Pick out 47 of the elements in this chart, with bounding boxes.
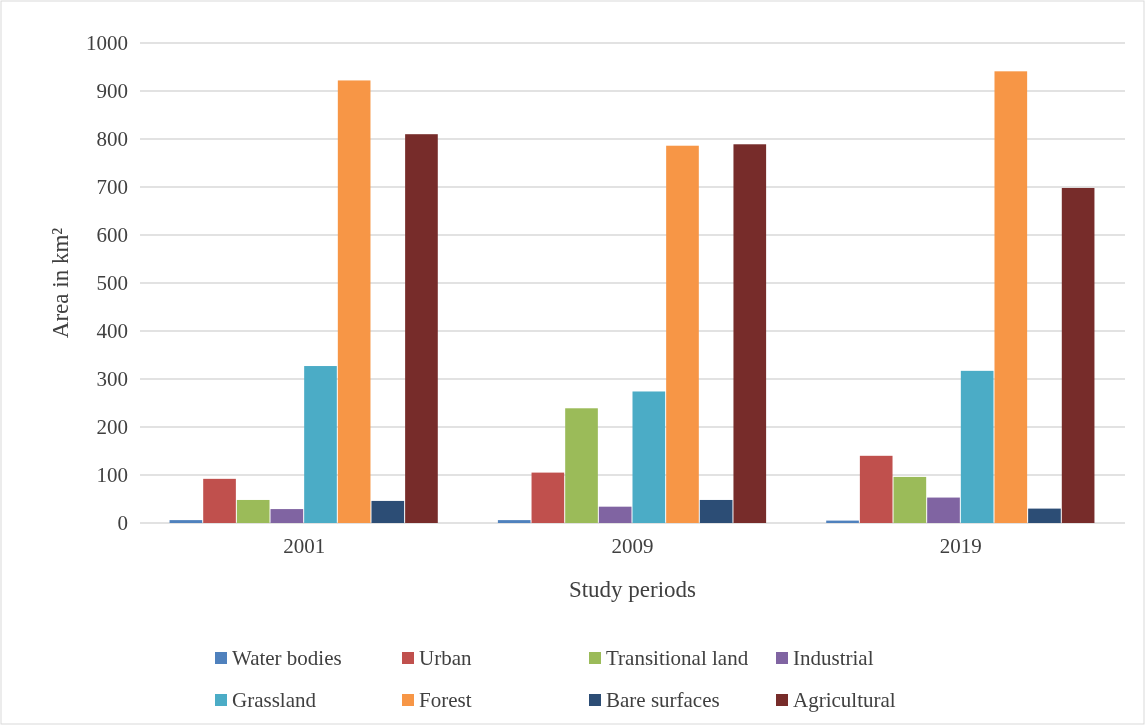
bar [236, 499, 270, 523]
bar [270, 509, 304, 523]
bar [699, 499, 733, 523]
y-tick-label: 800 [96, 127, 128, 152]
legend-label: Water bodies [232, 646, 342, 671]
bar [337, 80, 371, 523]
y-tick-label: 0 [117, 511, 128, 536]
y-tick-label: 300 [96, 367, 128, 392]
bar [960, 370, 994, 523]
bar [203, 478, 236, 523]
legend-label: Forest [419, 688, 472, 713]
bar [666, 145, 699, 523]
x-axis-title: Study periods [568, 577, 697, 602]
bar [169, 520, 203, 523]
bar [927, 497, 960, 523]
y-tick-label: 1000 [86, 31, 128, 56]
bar [497, 520, 531, 523]
bar [565, 408, 598, 523]
bar [994, 71, 1028, 523]
y-tick-label: 700 [96, 175, 128, 200]
bar [1028, 508, 1061, 523]
y-tick-label: 200 [96, 415, 128, 440]
y-tick-label: 400 [96, 319, 128, 344]
x-tick-label: 2019 [939, 534, 982, 558]
legend-label: Bare surfaces [606, 688, 720, 713]
y-tick-label: 100 [96, 463, 128, 488]
bar [859, 455, 893, 523]
bar [1061, 187, 1095, 523]
y-axis-title: Area in km² [48, 227, 73, 339]
bar [733, 144, 767, 523]
bar [405, 134, 438, 523]
y-tick-label: 600 [96, 223, 128, 248]
x-tick-label: 2001 [283, 534, 326, 558]
bar [531, 472, 565, 523]
legend-label: Industrial [793, 646, 874, 671]
legend-label: Urban [419, 646, 472, 671]
bar [598, 506, 632, 523]
bar [304, 366, 337, 523]
legend-label: Transitional land [606, 646, 749, 671]
bar [632, 391, 666, 523]
legend-label: Grassland [232, 688, 317, 713]
bar [893, 476, 927, 523]
y-tick-label: 900 [96, 79, 128, 104]
y-tick-label: 500 [96, 271, 128, 296]
legend-label: Agricultural [793, 688, 896, 713]
bar [371, 500, 405, 523]
x-tick-label: 2009 [611, 534, 654, 558]
